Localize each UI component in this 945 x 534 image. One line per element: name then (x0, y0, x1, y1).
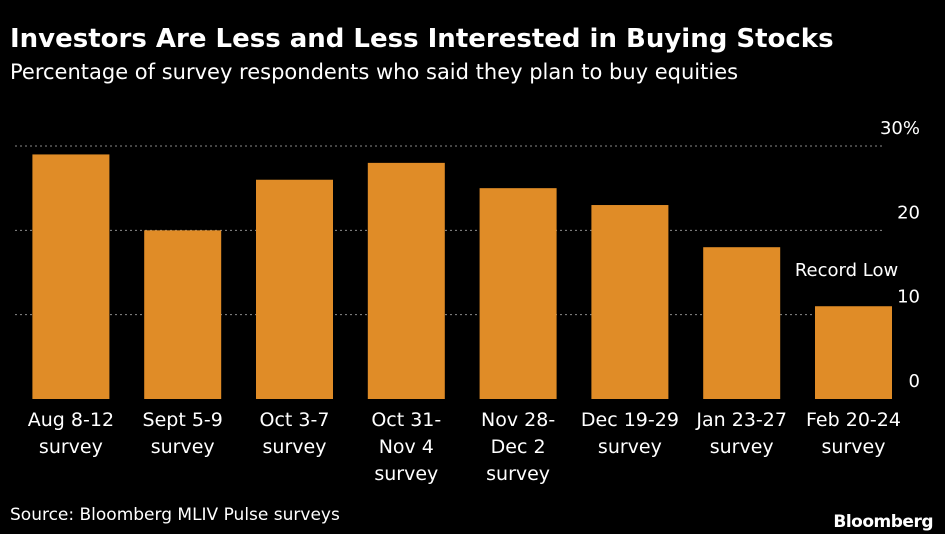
x-tick-label-3: Oct 31-Nov 4 survey (371, 409, 441, 485)
chart-title: Investors Are Less and Less Interested i… (10, 24, 834, 54)
x-tick-label-6: Jan 23-27 survey (695, 409, 787, 458)
y-tick-label-0: 0 (909, 371, 920, 392)
y-tick-label-10: 10 (897, 287, 920, 308)
bar-6 (703, 247, 781, 399)
x-tick-label-5: Dec 19-29 survey (581, 409, 679, 458)
x-tick-label-0: Aug 8-12 survey (28, 409, 114, 458)
bloomberg-logo: Bloomberg (833, 512, 933, 532)
x-tick-label-4: Nov 28-Dec 2 survey (481, 409, 555, 485)
bar-1 (144, 230, 222, 399)
bar-7 (815, 306, 892, 399)
bar-2 (256, 179, 333, 399)
y-tick-label-30: 30% (880, 118, 920, 139)
x-tick-label-1: Sept 5-9 survey (143, 409, 223, 458)
annotation-record-low: Record Low (795, 260, 898, 281)
chart-subtitle: Percentage of survey respondents who sai… (10, 60, 739, 84)
x-tick-label-2: Oct 3-7 survey (260, 409, 330, 458)
bar-0 (32, 154, 110, 399)
source-note: Source: Bloomberg MLIV Pulse surveys (10, 505, 340, 525)
bar-chart: 0 10 20 30% Aug 8-12 survey Sept 5-9 survey Oct … (15, 118, 920, 485)
bar-3 (367, 162, 445, 399)
bar-5 (591, 205, 669, 399)
bar-4 (479, 188, 557, 399)
y-tick-label-20: 20 (897, 202, 920, 223)
x-tick-label-7: Feb 20-24 survey (806, 409, 901, 458)
